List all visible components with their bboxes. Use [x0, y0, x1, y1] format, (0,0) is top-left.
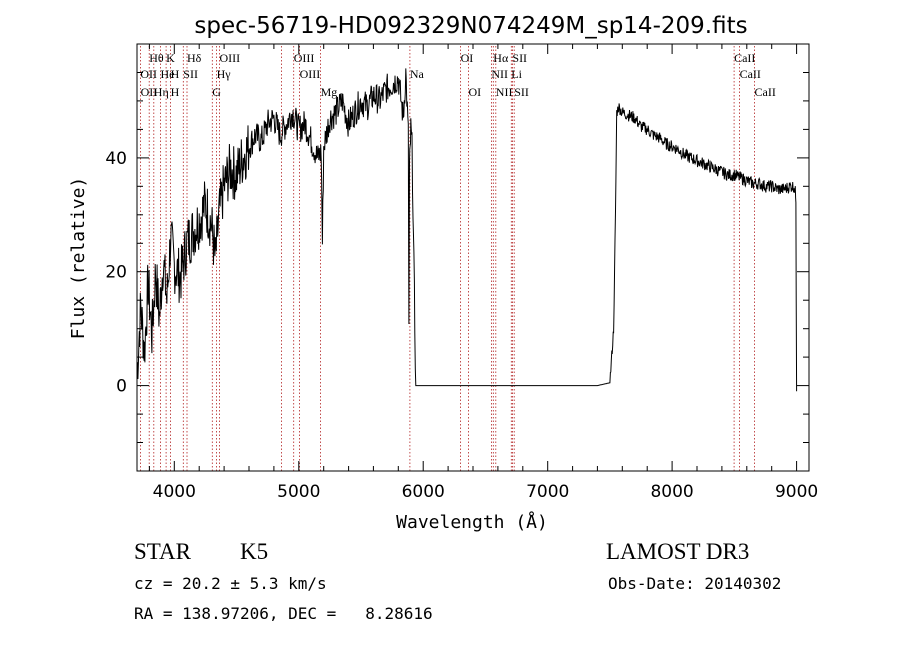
x-tick-label: 8000 [650, 482, 693, 502]
line-label: Hγ [217, 67, 232, 81]
x-tick-label: 4000 [153, 482, 196, 502]
x-tick-label: 5000 [277, 482, 320, 502]
line-label: SII [514, 85, 529, 99]
line-label: Hα [493, 51, 509, 65]
line-label: Hδ [187, 51, 202, 65]
obs-date-text: Obs-Date: 20140302 [608, 574, 782, 593]
line-label: Hη [154, 85, 169, 99]
y-tick-label: 40 [105, 149, 127, 169]
line-label: Hθ [149, 51, 164, 65]
series-layer [136, 68, 798, 392]
line-label: CaII [755, 85, 776, 99]
x-axis-label: Wavelength (Å) [396, 511, 548, 533]
x-tick-label: 6000 [402, 482, 445, 502]
line-label: He [161, 67, 175, 81]
y-tick-label: 0 [116, 377, 127, 397]
line-label: CaII [734, 51, 755, 65]
line-label: H [171, 67, 180, 81]
line-label: G [212, 85, 221, 99]
line-label: OII [140, 67, 157, 81]
plot-frame [136, 43, 810, 472]
spectrum-plot: spec-56719-HD092329N074249M_sp14-209.fit… [68, 13, 818, 533]
object-class: STAR [134, 539, 191, 564]
subclass: K5 [240, 539, 269, 564]
line-label: OII [141, 85, 158, 99]
line-label: NII [496, 85, 513, 99]
line-label: Mg [321, 85, 338, 99]
line-label: OIII [300, 67, 321, 81]
line-label: K [166, 51, 175, 65]
series-spectrum [136, 68, 798, 392]
line-label: SII [183, 67, 198, 81]
line-label: OIII [220, 51, 241, 65]
line-label: OIII [294, 51, 315, 65]
redshift-text: cz = 20.2 ± 5.3 km/s [134, 574, 327, 593]
line-label: Li [511, 67, 522, 81]
coords-text: RA = 138.97206, DEC = 8.28616 [134, 604, 433, 623]
x-tick-label: 9000 [775, 482, 818, 502]
line-label: NII [491, 67, 508, 81]
line-label: OI [469, 85, 482, 99]
marker-lines [139, 46, 755, 471]
line-label: SII [512, 51, 527, 65]
line-label: CaII [740, 67, 761, 81]
line-label: H [171, 85, 180, 99]
chart-title: spec-56719-HD092329N074249M_sp14-209.fit… [194, 13, 747, 39]
y-axis-label: Flux (relative) [68, 177, 89, 340]
line-label: Na [410, 67, 425, 81]
line-label: OI [461, 51, 474, 65]
x-tick-label: 7000 [526, 482, 569, 502]
axes: 4000 5000 6000 7000 8000 9000 0 20 40 [105, 43, 818, 502]
y-tick-label: 20 [105, 263, 127, 283]
survey-name: LAMOST DR3 [606, 539, 750, 564]
